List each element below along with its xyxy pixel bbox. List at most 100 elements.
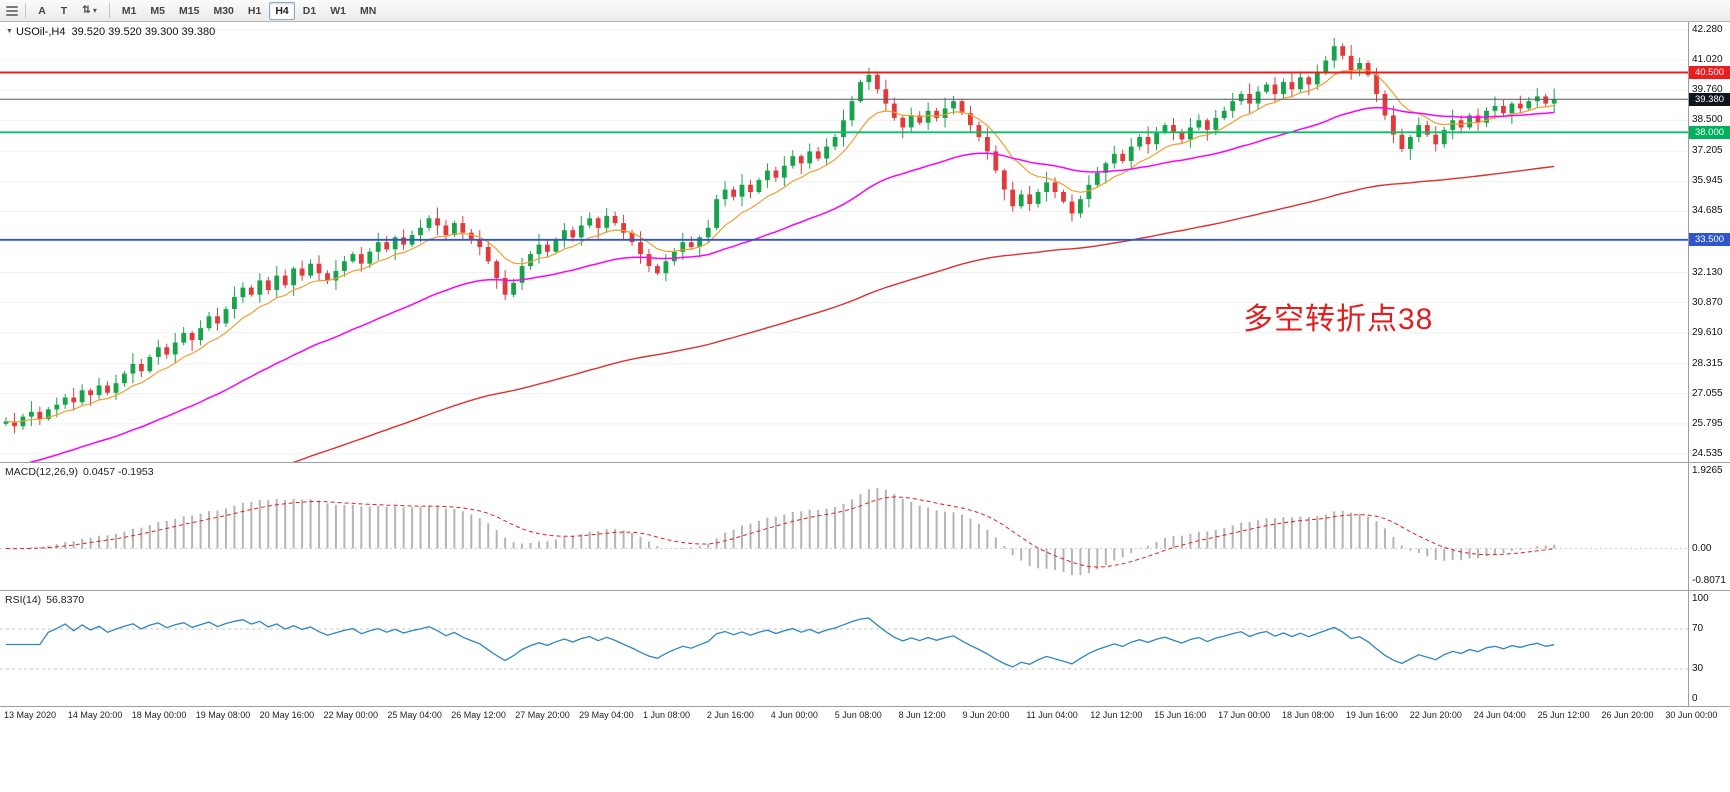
rsi-line	[6, 617, 1555, 668]
time-label: 14 May 20:00	[67, 710, 123, 720]
price-tick: 41.020	[1692, 54, 1723, 66]
caret-down-icon: ▾	[92, 6, 97, 15]
price-axis[interactable]: 42.280 41.020 39.760 38.500 37.205 35.945 34.6…	[1688, 22, 1730, 462]
price-tick: 34.685	[1692, 205, 1723, 217]
macd-tick: 0.00	[1692, 542, 1712, 554]
macd-plot[interactable]	[0, 463, 1688, 590]
timeframe-button-h4[interactable]: H4	[269, 1, 295, 20]
price-tick: 42.280	[1692, 24, 1723, 35]
time-label: 22 May 00:00	[323, 710, 379, 720]
rsi-tick: 100	[1692, 593, 1709, 604]
time-label: 27 May 20:00	[515, 710, 570, 720]
main-chart-panel: ▼ USOil-,H4 39.520 39.520 39.300 39.380 多空…	[0, 22, 1730, 462]
timeframe-button-m1[interactable]: M1	[121, 4, 137, 17]
timeframe-button-m30[interactable]: M30	[213, 4, 234, 17]
chart-title: USOil-,H4	[15, 26, 66, 38]
rsi-panel: RSI(14) 56.8370 100 70 30 0	[0, 590, 1730, 706]
time-label: 25 Jun 12:00	[1537, 710, 1590, 720]
time-label: 24 Jun 04:00	[1473, 710, 1526, 720]
rsi-tick: 0	[1692, 693, 1698, 704]
time-axis[interactable]: 13 May 2020 14 May 20:00 18 May 00:00 19 Ma…	[0, 706, 1730, 726]
candlestick-plot[interactable]	[0, 22, 1688, 462]
rsi-tick: 30	[1692, 663, 1704, 674]
time-label: 29 May 04:00	[579, 710, 634, 720]
toolbar-separator	[25, 3, 26, 18]
candles	[3, 37, 1557, 434]
time-label: 25 May 04:00	[387, 710, 442, 720]
macd-axis[interactable]: 1.9265 0.00 -0.8071	[1688, 463, 1730, 590]
price-tick: 25.795	[1692, 417, 1723, 429]
arrows-tool-button[interactable]: ⇅ ▾	[76, 1, 103, 20]
arrows-icon: ⇅	[82, 4, 91, 16]
ma-mid-line	[28, 106, 1555, 462]
macd-label: MACD(12,26,9)	[5, 466, 78, 478]
toolbar-separator	[108, 3, 110, 18]
time-label: 11 Jun 04:00	[1026, 710, 1078, 720]
timeframe-button-mn[interactable]: MN	[359, 4, 377, 17]
timeframe-button-h1[interactable]: H1	[247, 4, 262, 17]
time-label: 5 Jun 08:00	[834, 710, 882, 720]
rsi-plot[interactable]	[0, 591, 1688, 706]
chart-header: ▼ USOil-,H4 39.520 39.520 39.300 39.380	[6, 26, 215, 38]
time-label: 1 Jun 08:00	[643, 710, 691, 720]
rsi-header: RSI(14) 56.8370	[5, 594, 84, 606]
price-tick: 37.205	[1692, 145, 1723, 157]
price-tick: 39.760	[1692, 84, 1723, 96]
price-tick: 38.500	[1692, 114, 1723, 126]
time-label: 13 May 2020	[4, 710, 57, 720]
price-tick: 35.945	[1692, 175, 1723, 187]
price-tick: 30.870	[1692, 296, 1723, 308]
timeframe-button-w1[interactable]: W1	[330, 4, 346, 17]
time-label: 17 Jun 00:00	[1218, 710, 1271, 720]
price-badge: 33.500	[1689, 233, 1730, 247]
timeframe-button-m15[interactable]: M15	[179, 4, 200, 17]
time-label: 9 Jun 20:00	[962, 710, 1010, 720]
chart-ohlc: 39.520 39.520 39.300 39.380	[71, 26, 216, 38]
macd-tick: -0.8071	[1692, 575, 1726, 586]
time-label: 15 Jun 16:00	[1154, 710, 1207, 720]
price-tick: 29.610	[1692, 326, 1723, 338]
rsi-value: 56.8370	[46, 594, 85, 606]
timeframe-button-d1[interactable]: D1	[302, 4, 317, 17]
time-label: 19 May 08:00	[195, 710, 251, 720]
time-label: 2 Jun 16:00	[706, 710, 754, 720]
annotation-text: 多空转折点38	[1243, 303, 1434, 336]
text-tool-button[interactable]: T	[60, 4, 68, 17]
time-label: 4 Jun 00:00	[770, 710, 818, 720]
price-tick: 28.315	[1692, 357, 1723, 369]
time-label: 26 Jun 20:00	[1601, 710, 1654, 720]
ma-slow-line	[292, 165, 1555, 462]
price-badge: 38.000	[1689, 125, 1730, 139]
price-tick: 32.130	[1692, 266, 1723, 278]
time-label: 26 May 12:00	[451, 710, 506, 720]
time-label: 19 Jun 16:00	[1345, 710, 1398, 720]
price-badge: 39.380	[1689, 92, 1730, 106]
time-label: 18 May 00:00	[131, 710, 187, 720]
arrow-tool-button[interactable]: A	[38, 4, 46, 17]
timeframe-button-m5[interactable]: M5	[150, 4, 166, 17]
rsi-axis[interactable]: 100 70 30 0	[1688, 591, 1730, 706]
price-tick: 27.055	[1692, 387, 1723, 399]
ma-fast-line	[5, 68, 1555, 423]
rsi-label: RSI(14)	[5, 594, 42, 606]
time-label: 18 Jun 08:00	[1282, 710, 1335, 720]
timeframe-button-group: M1 M5 M15 M30 H1 H4 D1 W1 MN	[115, 1, 383, 20]
price-badge: 40.500	[1689, 66, 1730, 80]
time-label: 12 Jun 12:00	[1090, 710, 1143, 720]
time-label: 20 May 16:00	[259, 710, 315, 720]
macd-header: MACD(12,26,9) 0.0457 -0.1953	[5, 466, 154, 478]
price-tick: 24.535	[1692, 448, 1723, 459]
rsi-tick: 70	[1692, 623, 1704, 634]
time-label: 8 Jun 12:00	[898, 710, 946, 720]
time-label: 22 Jun 20:00	[1409, 710, 1462, 720]
macd-histogram	[13, 488, 1556, 576]
macd-values: 0.0457 -0.1953	[82, 466, 154, 478]
menu-icon[interactable]	[4, 3, 20, 19]
time-label: 30 Jun 00:00	[1665, 710, 1718, 720]
macd-panel: MACD(12,26,9) 0.0457 -0.1953 1.9265 0.00 -0…	[0, 462, 1730, 590]
macd-signal-line	[5, 496, 1555, 568]
symbol-dropdown-icon[interactable]: ▼	[6, 28, 13, 35]
